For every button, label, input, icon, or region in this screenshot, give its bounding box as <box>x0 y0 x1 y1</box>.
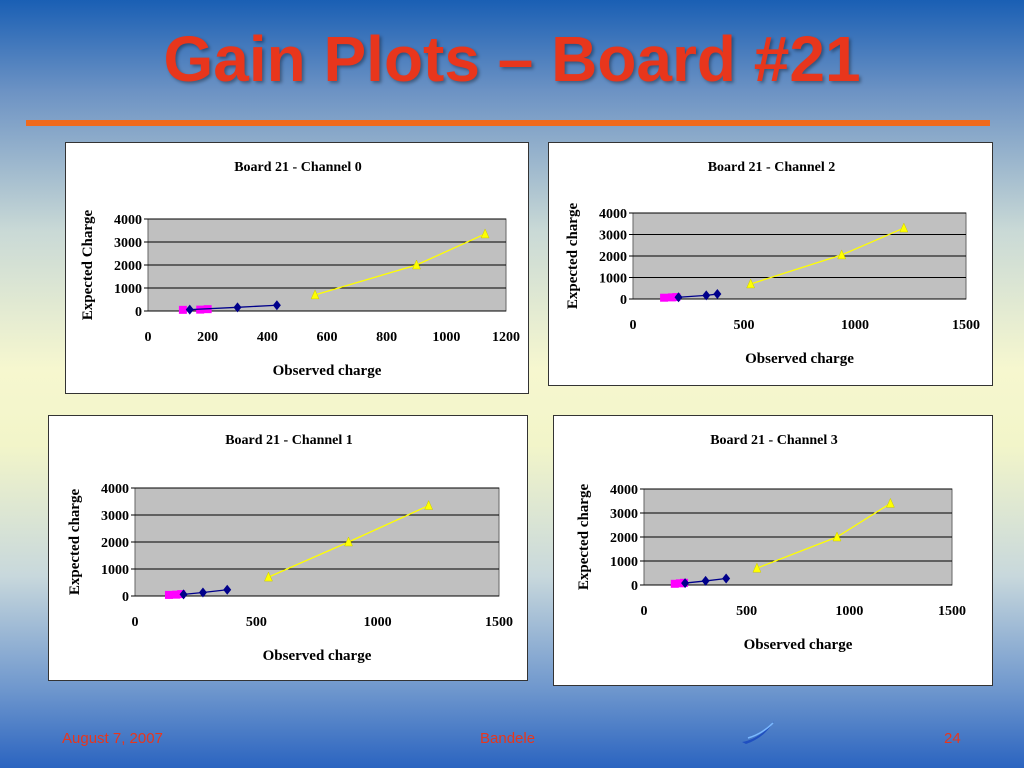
x-tick-label: 600 <box>317 330 338 345</box>
y-tick-label: 1000 <box>599 272 627 287</box>
chart-svg: Board 21 - Channel 3 0 1000 2000 3000 4000 0 50… <box>576 433 966 653</box>
x-tick-label: 0 <box>132 615 139 630</box>
y-axis-label: Expected charge <box>565 203 581 310</box>
y-tick-label: 2000 <box>599 250 627 265</box>
y-tick-label: 1000 <box>610 555 638 570</box>
x-tick-label: 1500 <box>485 615 513 630</box>
y-tick-label: 0 <box>135 305 142 320</box>
footer-author: Bandele <box>480 730 536 747</box>
x-tick-label: 500 <box>736 604 757 619</box>
x-tick-label: 0 <box>145 330 152 345</box>
x-axis-label: Observed charge <box>273 363 382 379</box>
y-tick-label: 3000 <box>101 509 129 524</box>
chart-title: Board 21 - Channel 0 <box>234 160 362 175</box>
chart-board21-channel2: Board 21 - Channel 2 0 1000 2000 3000 4000 0 50… <box>548 142 993 386</box>
y-tick-label: 3000 <box>599 229 627 244</box>
x-tick-label: 400 <box>257 330 278 345</box>
x-axis-label: Observed charge <box>745 351 854 367</box>
data-point-triangle <box>412 259 421 270</box>
data-point-diamond <box>713 289 722 300</box>
y-tick-label: 3000 <box>114 236 142 251</box>
data-point-triangle <box>424 499 434 510</box>
data-point-diamond <box>223 584 232 595</box>
slide-title: Gain Plots – Board #21 <box>163 23 861 95</box>
data-point-diamond <box>185 304 194 315</box>
x-tick-label: 500 <box>734 318 755 333</box>
chart-board21-channel3: Board 21 - Channel 3 0 1000 2000 3000 4000 0 50… <box>553 415 993 686</box>
y-tick-label: 4000 <box>114 213 142 228</box>
y-tick-label: 1000 <box>114 282 142 297</box>
x-tick-label: 800 <box>376 330 397 345</box>
data-point-triangle <box>886 497 895 508</box>
x-tick-label: 1000 <box>835 604 863 619</box>
y-tick-label: 4000 <box>599 207 627 222</box>
data-point-diamond <box>702 290 711 301</box>
data-point-diamond <box>272 300 281 311</box>
chart-title: Board 21 - Channel 2 <box>708 160 836 175</box>
chart-board21-channel1: Board 21 - Channel 1 0 1000 2000 3000 4000 0 50… <box>48 415 528 681</box>
x-tick-label: 500 <box>246 615 267 630</box>
data-point-triangle <box>344 536 353 547</box>
x-tick-label: 0 <box>630 318 637 333</box>
y-axis-label: Expected Charge <box>80 209 96 320</box>
data-point-triangle <box>899 222 909 233</box>
y-tick-label: 0 <box>620 293 627 308</box>
chart-svg: Board 21 - Channel 0 0 1000 2000 3000 4000 0 20… <box>80 160 520 379</box>
y-axis-label: Expected charge <box>576 484 592 591</box>
y-tick-label: 3000 <box>610 507 638 522</box>
y-tick-label: 4000 <box>101 482 129 497</box>
data-point-triangle <box>837 249 847 260</box>
y-tick-label: 0 <box>631 579 638 594</box>
chart-svg: Board 21 - Channel 1 0 1000 2000 3000 4000 0 50… <box>67 433 513 664</box>
data-point-diamond <box>701 575 710 586</box>
chart-title: Board 21 - Channel 3 <box>710 433 838 448</box>
x-tick-label: 1000 <box>841 318 869 333</box>
data-point-diamond <box>722 573 731 584</box>
y-tick-label: 2000 <box>610 531 638 546</box>
y-tick-label: 0 <box>122 590 129 605</box>
y-tick-label: 2000 <box>114 259 142 274</box>
data-point-diamond <box>233 302 242 313</box>
y-tick-label: 4000 <box>610 483 638 498</box>
data-point-triangle <box>832 531 842 542</box>
data-point-diamond <box>198 587 207 598</box>
x-axis-label: Observed charge <box>263 648 372 664</box>
x-tick-label: 1000 <box>432 330 460 345</box>
x-tick-label: 0 <box>641 604 648 619</box>
x-tick-label: 1500 <box>938 604 966 619</box>
data-point-triangle <box>752 562 762 573</box>
footer-page-number: 24 <box>944 730 961 747</box>
x-tick-label: 1000 <box>364 615 392 630</box>
data-point-triangle <box>480 228 490 239</box>
y-tick-label: 1000 <box>101 563 129 578</box>
swoosh-logo-icon <box>742 721 774 744</box>
title-divider <box>26 120 990 126</box>
data-point-square <box>660 293 669 302</box>
data-point-square <box>675 579 684 588</box>
footer-date: August 7, 2007 <box>62 730 163 747</box>
data-point-triangle <box>746 278 756 289</box>
data-point-square <box>670 579 679 588</box>
chart-title: Board 21 - Channel 1 <box>225 433 353 448</box>
chart-board21-channel0: Board 21 - Channel 0 0 1000 2000 3000 4000 0 20… <box>65 142 529 394</box>
data-point-diamond <box>674 292 683 303</box>
data-point-diamond <box>179 589 188 600</box>
x-tick-label: 200 <box>197 330 218 345</box>
y-axis-label: Expected charge <box>67 489 83 596</box>
data-point-square <box>178 305 187 314</box>
data-point-square <box>164 590 173 599</box>
chart-svg: Board 21 - Channel 2 0 1000 2000 3000 4000 0 50… <box>565 160 980 367</box>
data-point-square <box>667 293 676 302</box>
data-point-triangle <box>264 571 273 582</box>
x-axis-label: Observed charge <box>744 637 853 653</box>
data-point-square <box>172 590 181 599</box>
y-tick-label: 2000 <box>101 536 129 551</box>
x-tick-label: 1200 <box>492 330 520 345</box>
data-point-diamond <box>681 578 690 589</box>
x-tick-label: 1500 <box>952 318 980 333</box>
data-point-triangle <box>310 289 320 300</box>
